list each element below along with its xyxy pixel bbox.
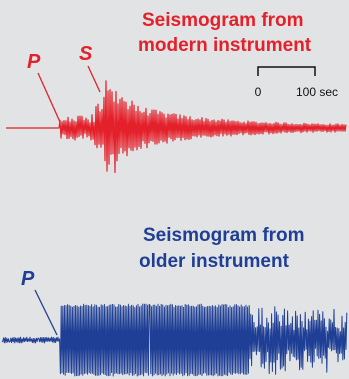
- older-p-leader: [34, 289, 58, 336]
- older-seismogram-trace: [1, 303, 348, 377]
- modern-s-leader: [87, 65, 101, 93]
- older-title-line1: Seismogram from: [143, 225, 305, 246]
- modern-p-label: P: [27, 51, 41, 73]
- modern-title-line2: modern instrument: [138, 35, 312, 56]
- modern-p-leader: [37, 72, 61, 123]
- scale-label-start: 0: [255, 85, 262, 99]
- modern-s-label: S: [79, 43, 93, 65]
- modern-title-line1: Seismogram from: [142, 10, 304, 31]
- older-p-label: P: [21, 268, 35, 290]
- older-title-line2: older instrument: [139, 251, 290, 272]
- scale-bar: [257, 66, 316, 76]
- modern-seismogram-trace: [6, 80, 347, 174]
- scale-label-end: 100 sec: [296, 85, 338, 99]
